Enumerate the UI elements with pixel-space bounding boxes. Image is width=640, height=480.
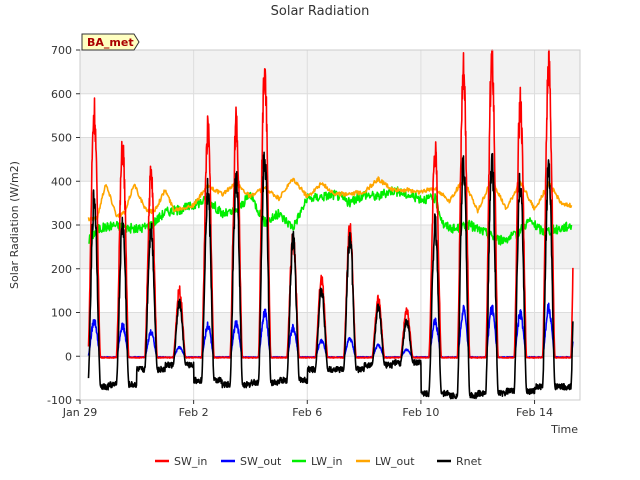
y-tick-label: 600: [51, 88, 72, 101]
y-axis-ticks: -100 0 100 200 300 400 500 600 700: [47, 44, 80, 407]
badge-shape: [81, 33, 140, 51]
legend-label: SW_in: [174, 455, 207, 468]
plot-band: [80, 137, 580, 182]
series-line-lw-in: [88, 186, 573, 246]
station-badge: BA_met: [81, 33, 140, 51]
legend: SW_in SW_out LW_in LW_out Rnet: [155, 455, 482, 468]
legend-label: Rnet: [456, 455, 482, 468]
x-tick-label: Feb 10: [402, 406, 439, 419]
x-axis-label: Time: [550, 423, 578, 436]
y-tick-label: 100: [51, 307, 72, 320]
x-tick-label: Jan 29: [62, 406, 97, 419]
y-tick-label: 500: [51, 132, 72, 145]
x-tick-label: Feb 2: [179, 406, 209, 419]
badge-label: BA_met: [87, 36, 134, 49]
series-layer: [87, 49, 574, 400]
plot-band: [80, 93, 580, 138]
x-tick-label: Feb 14: [516, 406, 553, 419]
legend-label: LW_in: [311, 455, 343, 468]
y-tick-label: -100: [47, 394, 72, 407]
x-axis-ticks: Jan 29 Feb 2 Feb 6 Feb 10 Feb 14: [62, 400, 553, 419]
series-line-rnet: [87, 151, 574, 400]
y-axis-label: Solar Radiation (W/m2): [8, 161, 21, 289]
plot-band: [80, 50, 580, 94]
y-tick-label: 200: [51, 263, 72, 276]
y-tick-label: 700: [51, 44, 72, 57]
x-tick-label: Feb 6: [292, 406, 322, 419]
y-tick-label: 400: [51, 175, 72, 188]
y-tick-label: 0: [65, 350, 72, 363]
legend-label: LW_out: [375, 455, 415, 468]
legend-label: SW_out: [240, 455, 282, 468]
chart-title: Solar Radiation: [271, 4, 370, 19]
y-tick-label: 300: [51, 219, 72, 232]
